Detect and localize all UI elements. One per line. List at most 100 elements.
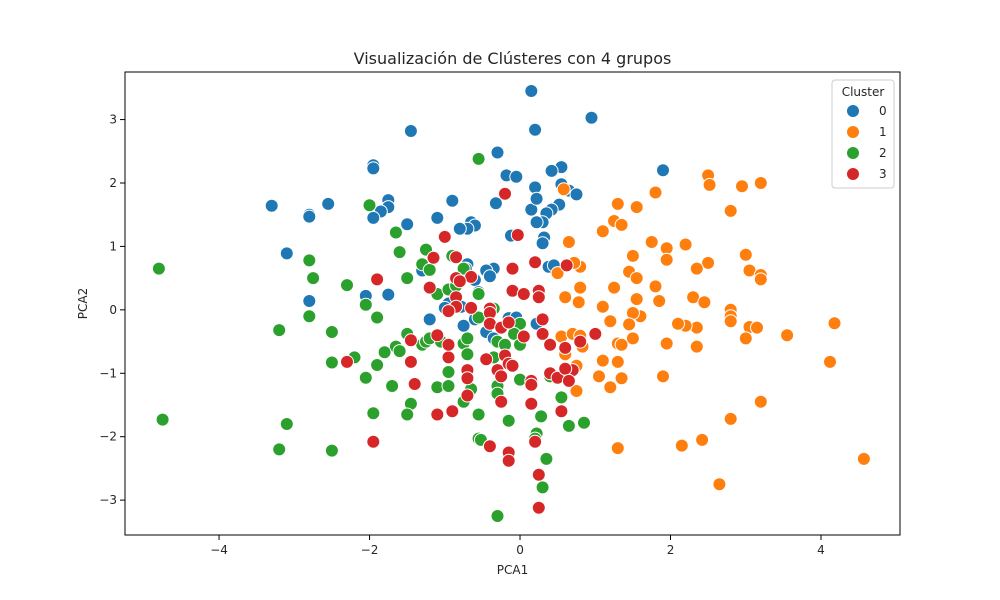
point-cluster-0-36: [400, 217, 415, 232]
point-cluster-2-10: [340, 278, 354, 293]
point-cluster-3-64: [501, 453, 516, 468]
point-cluster-3-38: [479, 352, 494, 367]
point-cluster-0-21: [488, 196, 503, 211]
point-cluster-3-18: [505, 261, 520, 276]
point-cluster-0-49: [482, 269, 497, 284]
point-cluster-3-26: [501, 315, 516, 330]
point-cluster-3-65: [531, 467, 546, 482]
point-cluster-1-74: [753, 394, 768, 409]
point-cluster-2-73: [539, 451, 554, 466]
point-cluster-0-23: [264, 198, 279, 213]
point-cluster-1-11: [595, 224, 610, 239]
point-cluster-3-31: [403, 333, 418, 348]
point-cluster-1-44: [671, 316, 685, 331]
point-cluster-1-72: [569, 384, 584, 398]
point-cluster-2-5: [324, 443, 339, 458]
point-cluster-1-56: [738, 331, 753, 346]
point-cluster-1-71: [603, 380, 618, 395]
point-cluster-2-65: [501, 413, 516, 428]
point-cluster-0-2: [403, 124, 418, 138]
point-cluster-1-8: [629, 200, 644, 215]
point-cluster-1-19: [625, 248, 640, 263]
y-tick-label: 3: [109, 113, 117, 127]
point-cluster-1-1: [702, 177, 717, 192]
point-cluster-2-11: [358, 297, 373, 312]
point-cluster-2-48: [358, 370, 373, 385]
point-cluster-2-52: [441, 365, 456, 379]
point-cluster-3-9: [452, 274, 467, 289]
point-cluster-3-27: [516, 329, 531, 344]
point-cluster-2-27: [370, 310, 385, 325]
y-tick-label: 1: [109, 239, 117, 253]
point-cluster-3-1: [510, 228, 525, 242]
point-cluster-1-77: [695, 432, 710, 447]
point-cluster-2-0: [151, 261, 166, 276]
point-cluster-3-55: [430, 407, 445, 422]
point-cluster-2-14: [392, 245, 407, 260]
point-cluster-1-69: [614, 371, 629, 386]
point-cluster-1-30: [607, 280, 622, 295]
point-cluster-2-9: [324, 325, 339, 339]
point-cluster-0-15: [569, 187, 584, 202]
point-cluster-0-11: [509, 169, 524, 184]
point-cluster-0-19: [529, 191, 544, 206]
x-tick-label: −4: [210, 543, 228, 557]
y-tick-label: −1: [99, 366, 117, 380]
point-cluster-0-4: [490, 145, 505, 160]
point-cluster-1-68: [610, 354, 625, 369]
y-tick-label: −2: [99, 430, 117, 444]
legend-marker-3: [846, 167, 860, 181]
point-cluster-3-20: [559, 258, 574, 273]
point-cluster-1-36: [652, 294, 667, 308]
point-cluster-3-4: [449, 250, 464, 265]
point-cluster-1-13: [644, 235, 659, 249]
point-cluster-1-34: [595, 299, 610, 314]
point-cluster-1-51: [625, 331, 640, 346]
point-cluster-0-9: [544, 163, 559, 178]
point-cluster-3-33: [441, 350, 456, 365]
point-cluster-1-18: [701, 255, 716, 270]
point-cluster-3-62: [528, 434, 543, 449]
x-tick-label: 2: [667, 543, 675, 557]
point-cluster-1-2: [753, 176, 768, 190]
point-cluster-1-29: [648, 279, 663, 294]
point-cluster-0-1: [584, 110, 599, 125]
point-cluster-3-49: [561, 373, 576, 388]
point-cluster-2-47: [370, 358, 385, 372]
point-cluster-1-38: [697, 295, 712, 310]
point-cluster-0-53: [381, 287, 396, 302]
point-cluster-1-32: [558, 290, 573, 305]
point-cluster-1-50: [614, 337, 629, 352]
point-cluster-2-18: [422, 262, 437, 277]
point-cluster-1-55: [750, 320, 764, 335]
point-cluster-1-5: [648, 185, 663, 200]
point-cluster-2-15: [400, 271, 415, 286]
point-cluster-2-7: [306, 271, 321, 286]
point-cluster-3-28: [535, 326, 550, 341]
point-cluster-2-67: [561, 418, 576, 433]
y-axis-label: PCA2: [76, 288, 90, 319]
point-cluster-3-32: [403, 354, 418, 369]
point-cluster-3-13: [464, 300, 479, 315]
point-cluster-0-3: [528, 122, 543, 137]
point-cluster-3-50: [558, 340, 573, 355]
point-cluster-3-66: [531, 500, 546, 515]
x-axis-ticks: −4 −2 0 2 4: [210, 535, 825, 557]
point-cluster-3-22: [516, 287, 531, 301]
point-cluster-1-67: [595, 353, 610, 368]
point-cluster-3-43: [494, 369, 509, 384]
point-cluster-1-78: [610, 441, 625, 456]
point-cluster-0-43: [279, 246, 294, 261]
point-cluster-0-35: [452, 221, 467, 236]
point-cluster-3-57: [494, 394, 509, 409]
point-cluster-3-24: [531, 290, 546, 305]
point-cluster-3-58: [524, 396, 539, 411]
point-cluster-1-12: [561, 235, 576, 249]
point-cluster-2-38: [460, 331, 475, 346]
point-cluster-1-48: [603, 314, 618, 329]
point-cluster-2-24: [471, 287, 486, 301]
point-cluster-1-22: [629, 271, 644, 286]
point-cluster-2-8: [302, 309, 317, 324]
y-tick-label: −3: [99, 493, 117, 507]
